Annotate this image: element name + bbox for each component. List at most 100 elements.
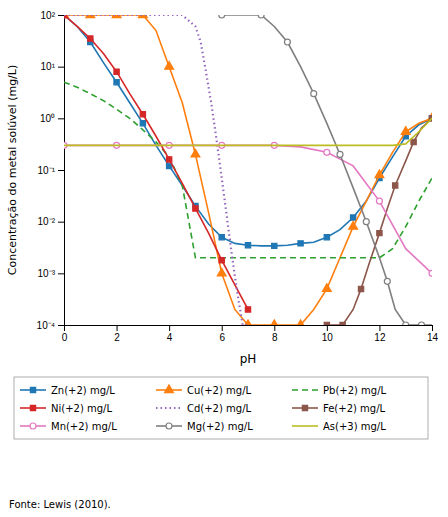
legend-item: Fe(+2) mg/L	[292, 403, 386, 414]
series-marker	[340, 322, 345, 325]
series-marker	[166, 157, 171, 162]
legend-label: Cd(+2) mg/L	[187, 403, 252, 414]
series	[64, 82, 432, 258]
series-marker	[114, 69, 119, 74]
legend-item: Cu(+2) mg/L	[156, 385, 252, 396]
legend-swatch-marker	[30, 405, 35, 410]
series-marker	[350, 215, 355, 220]
legend-item: Mg(+2) mg/L	[156, 421, 253, 432]
y-tick-label: 10⁻⁴	[37, 320, 55, 331]
series-marker	[384, 278, 390, 284]
series-marker	[245, 243, 250, 248]
series-marker	[284, 39, 290, 45]
series-line	[64, 15, 432, 325]
y-tick-mark	[58, 67, 64, 68]
legend-item: Pb(+2) mg/L	[292, 385, 387, 396]
legend-label: Ni(+2) mg/L	[51, 403, 112, 414]
legend-item: Zn(+2) mg/L	[20, 385, 115, 396]
x-tick-label: 0	[62, 332, 68, 343]
x-tick-label: 6	[219, 332, 225, 343]
legend-label: Cu(+2) mg/L	[187, 385, 252, 396]
series-marker	[337, 151, 343, 157]
legend-swatch	[292, 389, 318, 391]
x-tick-mark	[169, 325, 170, 331]
y-tick-label: 10⁻²	[38, 216, 56, 227]
legend: Zn(+2) mg/L Cu(+2) mg/L Pb(+2) mg/L Ni(+2) …	[14, 377, 428, 439]
y-tick-mark	[58, 118, 64, 119]
series-marker	[375, 170, 384, 178]
legend-item: Ni(+2) mg/L	[20, 403, 112, 414]
x-tick: 12	[374, 325, 386, 343]
chart: 0246810121410⁻⁴10⁻³10⁻²10⁻¹10⁰10¹10²pHCo…	[0, 0, 448, 517]
legend-label: Mn(+2) mg/L	[51, 421, 117, 432]
series-line	[327, 118, 432, 325]
legend-swatch-marker	[302, 405, 307, 410]
x-axis: 02468101214	[62, 325, 439, 343]
series-marker	[140, 121, 145, 126]
x-tick: 6	[219, 325, 225, 343]
series-marker	[322, 284, 331, 292]
x-tick-label: 10	[322, 332, 334, 343]
series-marker	[311, 91, 317, 97]
x-axis-title: pH	[240, 352, 257, 366]
series-marker	[165, 62, 174, 70]
annotation: Fonte: Lewis (2010).	[9, 499, 111, 510]
series-marker	[298, 241, 303, 246]
y-tick: 10¹	[41, 61, 64, 72]
legend-label: Pb(+2) mg/L	[323, 385, 387, 396]
series-marker	[244, 320, 253, 325]
series-marker	[403, 322, 409, 325]
series-line	[64, 15, 248, 309]
series-marker	[258, 15, 264, 18]
legend-label: Zn(+2) mg/L	[51, 385, 115, 396]
series-marker	[324, 149, 330, 155]
y-tick: 10⁻²	[38, 216, 64, 227]
series-line	[64, 15, 432, 246]
series-marker	[219, 15, 225, 18]
series-marker	[88, 36, 93, 41]
plot-area	[64, 15, 432, 325]
series-marker	[193, 206, 198, 211]
x-tick-mark	[432, 325, 433, 331]
legend-frame	[14, 377, 428, 439]
series-marker	[324, 322, 329, 325]
x-axis-line	[65, 326, 433, 332]
legend-swatch	[292, 425, 318, 427]
series-marker	[401, 127, 410, 135]
series	[219, 15, 432, 325]
x-tick-label: 8	[272, 332, 278, 343]
x-tick-mark	[274, 325, 275, 331]
x-tick-mark	[327, 325, 328, 331]
series-marker	[112, 15, 121, 18]
series-marker	[419, 322, 425, 325]
series-line	[222, 15, 432, 325]
y-tick-label: 10²	[41, 10, 56, 21]
legend-label: Mg(+2) mg/L	[187, 421, 253, 432]
y-axis-title: Concentração do metal solúvel (mg/L)	[6, 65, 19, 276]
x-tick-label: 12	[374, 332, 386, 343]
legend-item: Mn(+2) mg/L	[20, 421, 117, 432]
series-marker	[349, 222, 358, 230]
series-marker	[377, 230, 382, 235]
legend-label: Fe(+2) mg/L	[323, 403, 386, 414]
series	[64, 15, 248, 325]
series-marker	[376, 198, 382, 204]
y-tick-label: 10⁰	[40, 113, 55, 124]
series-line	[64, 82, 432, 258]
series-marker	[324, 235, 329, 240]
x-tick-mark	[379, 325, 380, 331]
x-tick-mark	[222, 325, 223, 331]
series-marker	[358, 286, 363, 291]
legend-swatch-marker	[165, 385, 174, 393]
series-line	[64, 145, 432, 273]
series-marker	[219, 257, 224, 262]
series-marker	[393, 183, 398, 188]
series	[64, 15, 432, 325]
y-tick-label: 10⁻³	[38, 268, 56, 279]
x-tick: 2	[114, 325, 120, 343]
legend-item: As(+3) mg/L	[292, 421, 386, 432]
series-marker	[272, 243, 277, 248]
legend-label: As(+3) mg/L	[323, 421, 386, 432]
y-tick-label: 10¹	[41, 61, 56, 72]
series-marker	[219, 235, 224, 240]
